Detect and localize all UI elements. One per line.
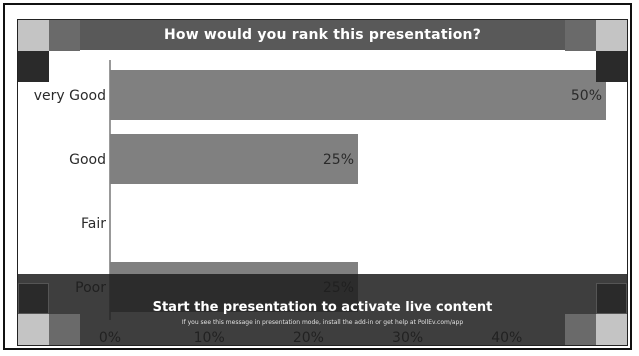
slide-frame: very Good50%Good25%FairPoor25%0%10%20%30… — [3, 3, 632, 350]
corner-square — [565, 314, 596, 345]
bar — [110, 134, 358, 184]
corner-square — [18, 20, 49, 51]
activation-overlay[interactable]: Start the presentation to activate live … — [18, 274, 627, 345]
category-label: Good — [69, 152, 106, 168]
corner-square — [596, 51, 627, 82]
category-label: very Good — [34, 88, 106, 104]
corner-square — [49, 314, 80, 345]
category-label: Fair — [81, 216, 106, 232]
bar — [110, 70, 606, 120]
corner-square — [18, 51, 49, 82]
corner-square — [18, 283, 49, 314]
corner-square — [18, 314, 49, 345]
poll-title: How would you rank this presentation? — [163, 27, 482, 43]
corner-logo-top-left — [18, 20, 80, 82]
corner-square — [596, 283, 627, 314]
corner-logo-bottom-right — [565, 283, 627, 345]
corner-square — [596, 20, 627, 51]
overlay-help-text: If you see this message in presentation … — [181, 319, 464, 326]
data-label: 25% — [323, 152, 354, 168]
data-label: 50% — [571, 88, 602, 104]
corner-logo-top-right — [565, 20, 627, 82]
corner-square — [49, 20, 80, 51]
corner-square — [565, 20, 596, 51]
overlay-title: Start the presentation to activate live … — [152, 300, 493, 315]
slide-canvas: very Good50%Good25%FairPoor25%0%10%20%30… — [17, 19, 628, 346]
title-bar: How would you rank this presentation? — [18, 20, 627, 50]
corner-square — [596, 314, 627, 345]
corner-logo-bottom-left — [18, 283, 80, 345]
